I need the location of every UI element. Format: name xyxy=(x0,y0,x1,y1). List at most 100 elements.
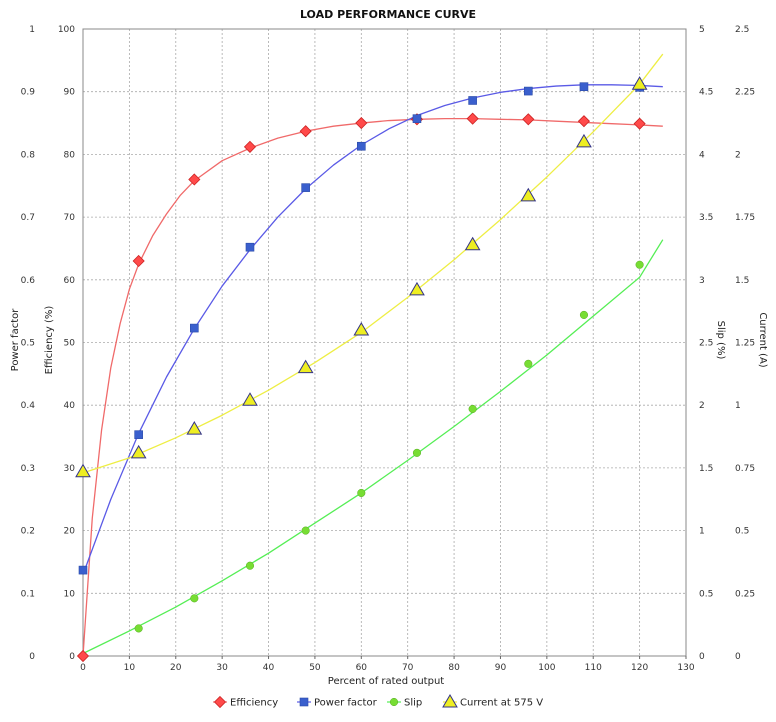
x-tick-label: 70 xyxy=(402,663,414,673)
slip-point xyxy=(579,310,589,319)
x-tick-label: 0 xyxy=(80,663,86,673)
efficiency-point xyxy=(188,173,201,186)
efficiency-axis-title: Efficiency (%) xyxy=(44,306,55,375)
slip-tick-label: 0 xyxy=(699,652,705,662)
power-factor-tick-label: 0.5 xyxy=(21,339,35,349)
slip-tick-label: 4 xyxy=(699,150,705,160)
efficiency-tick-label: 20 xyxy=(64,527,76,537)
current-at-575-v-point xyxy=(130,444,147,459)
efficiency-point xyxy=(466,112,479,125)
slip-tick-label: 3.5 xyxy=(699,213,713,223)
current-at-575-v-point xyxy=(464,236,481,251)
slip-point xyxy=(190,594,199,603)
power-factor-tick-label: 0 xyxy=(29,652,35,662)
slip-tick-label: 2 xyxy=(699,401,705,411)
slip-point xyxy=(134,624,143,633)
efficiency-point xyxy=(633,117,646,130)
slip-tick-label: 2.5 xyxy=(699,339,713,349)
efficiency-point xyxy=(577,115,591,128)
current-tick-label: 1.5 xyxy=(735,276,749,286)
legend-marker xyxy=(389,697,399,707)
x-tick-label: 60 xyxy=(356,663,368,673)
efficiency-tick-label: 10 xyxy=(64,589,76,599)
slip-tick-label: 3 xyxy=(699,276,705,286)
x-axis-title: Percent of rated output xyxy=(328,676,445,687)
efficiency-tick-label: 30 xyxy=(64,464,76,474)
efficiency-tick-label: 80 xyxy=(64,150,76,160)
legend-label: Slip xyxy=(404,698,422,709)
x-tick-label: 80 xyxy=(448,663,460,673)
y-axis-ticks: 00.10.20.30.40.50.60.70.80.9101020304050… xyxy=(21,25,755,662)
power-factor-tick-label: 0.7 xyxy=(21,213,35,223)
legend-label: Efficiency xyxy=(230,698,278,709)
legend: Efficiency Power factor Slip Current at 575… xyxy=(213,694,543,709)
series-curve-power-factor xyxy=(82,84,663,575)
efficiency-tick-label: 40 xyxy=(64,401,76,411)
slip-tick-label: 4.5 xyxy=(699,88,713,98)
power-factor-tick-label: 0.4 xyxy=(21,401,36,411)
power-factor-point xyxy=(134,430,143,439)
legend-label: Current at 575 V xyxy=(460,698,543,709)
efficiency-point xyxy=(299,125,312,138)
power-factor-tick-label: 0.1 xyxy=(21,589,35,599)
efficiency-point xyxy=(243,140,257,153)
efficiency-tick-label: 90 xyxy=(64,88,76,98)
series-markers xyxy=(75,76,648,663)
x-tick-label: 110 xyxy=(585,663,602,673)
power-factor-point xyxy=(579,82,589,91)
plot-frame xyxy=(82,28,687,657)
x-tick-label: 130 xyxy=(677,663,694,673)
legend-label: Power factor xyxy=(314,698,378,709)
power-factor-tick-label: 0.6 xyxy=(21,276,36,286)
power-factor-point xyxy=(190,323,199,333)
current-at-575-v-point xyxy=(520,187,537,202)
current-tick-label: 0.25 xyxy=(735,589,755,599)
x-axis-ticks: 0 10 20 30 40 50 60 70 80 90 100 110 120 130 xyxy=(80,656,695,673)
current-tick-label: 1.25 xyxy=(735,339,755,349)
series-curve-efficiency xyxy=(82,118,663,657)
current-at-575-v-point xyxy=(297,359,314,374)
x-tick-label: 100 xyxy=(538,663,555,673)
current-tick-label: 2 xyxy=(735,150,741,160)
current-at-575-v-point xyxy=(353,321,370,336)
efficiency-point xyxy=(355,116,368,130)
power-factor-point xyxy=(78,565,88,575)
power-factor-tick-label: 0.8 xyxy=(21,150,36,160)
slip-point xyxy=(635,260,644,269)
efficiency-tick-label: 60 xyxy=(64,276,76,286)
legend-item-slip: Slip xyxy=(387,698,422,709)
efficiency-tick-label: 50 xyxy=(64,339,76,349)
slip-tick-label: 0.5 xyxy=(699,589,713,599)
slip-tick-label: 5 xyxy=(699,25,705,35)
efficiency-tick-label: 0 xyxy=(69,652,75,662)
x-tick-label: 90 xyxy=(495,663,507,673)
efficiency-tick-label: 70 xyxy=(64,213,76,223)
legend-item-efficiency: Efficiency xyxy=(213,695,278,709)
chart-title: LOAD PERFORMANCE CURVE xyxy=(300,8,476,21)
current-at-575-v-point xyxy=(409,281,425,296)
power-factor-tick-label: 1 xyxy=(29,25,35,35)
slip-point xyxy=(245,561,255,570)
slip-point xyxy=(524,359,533,368)
current-at-575-v-point xyxy=(576,133,592,148)
power-factor-point xyxy=(301,183,310,192)
legend-marker xyxy=(213,695,227,709)
slip-point xyxy=(468,404,477,414)
current-at-575-v-point xyxy=(242,392,258,406)
power-factor-point xyxy=(468,96,477,105)
current-at-575-v-point xyxy=(631,76,648,90)
power-factor-point xyxy=(412,114,422,123)
current-tick-label: 2.25 xyxy=(735,88,755,98)
legend-item-power-factor: Power factor xyxy=(297,698,378,709)
power-factor-point xyxy=(523,86,533,96)
legend-marker xyxy=(442,694,458,708)
current-axis-title: Current (A) xyxy=(757,312,768,367)
series-curves xyxy=(82,53,664,657)
x-tick-label: 10 xyxy=(124,663,136,673)
current-at-575-v-point xyxy=(75,463,91,478)
power-factor-tick-label: 0.9 xyxy=(21,88,36,98)
current-tick-label: 0.5 xyxy=(735,527,749,537)
x-tick-label: 30 xyxy=(216,663,228,673)
legend-marker xyxy=(299,697,309,707)
